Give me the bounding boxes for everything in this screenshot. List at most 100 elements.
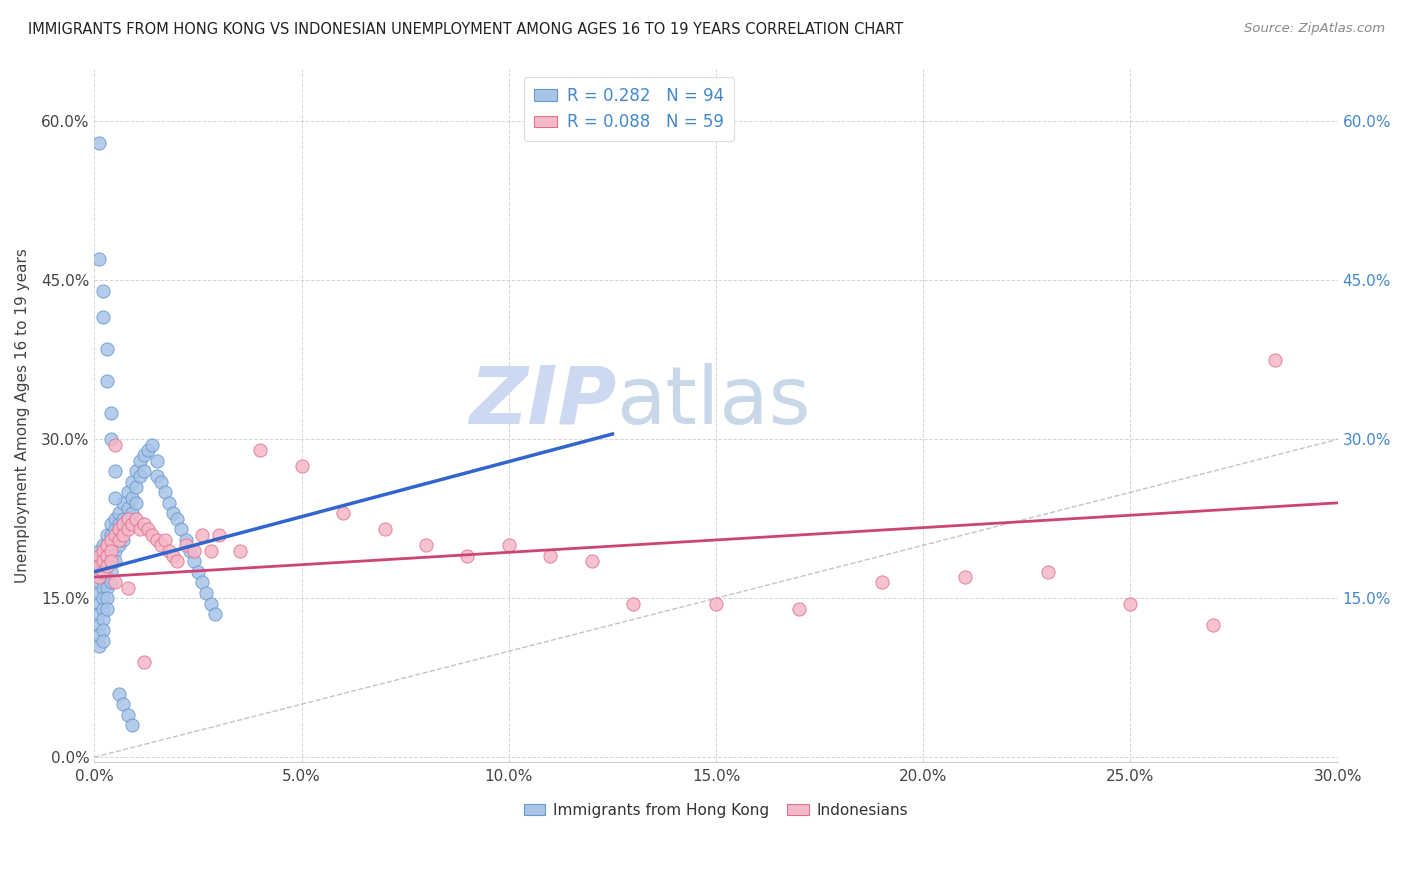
- Point: [96, 343, 118, 357]
- Point: [134, 464, 156, 478]
- Point: [157, 543, 180, 558]
- Point: [91, 612, 114, 626]
- Point: [149, 538, 172, 552]
- Point: [100, 565, 122, 579]
- Point: [195, 586, 218, 600]
- Point: [621, 597, 644, 611]
- Point: [104, 543, 127, 558]
- Point: [145, 469, 167, 483]
- Point: [112, 496, 135, 510]
- Point: [100, 533, 122, 547]
- Point: [166, 512, 188, 526]
- Point: [121, 718, 143, 732]
- Point: [953, 570, 976, 584]
- Point: [108, 533, 131, 547]
- Point: [581, 554, 603, 568]
- Point: [138, 442, 160, 457]
- Point: [87, 597, 110, 611]
- Point: [87, 559, 110, 574]
- Point: [183, 554, 205, 568]
- Point: [87, 575, 110, 590]
- Point: [108, 687, 131, 701]
- Point: [87, 570, 110, 584]
- Point: [787, 602, 810, 616]
- Point: [100, 543, 122, 558]
- Point: [104, 575, 127, 590]
- Point: [87, 607, 110, 621]
- Point: [117, 512, 139, 526]
- Point: [108, 507, 131, 521]
- Point: [96, 581, 118, 595]
- Y-axis label: Unemployment Among Ages 16 to 19 years: Unemployment Among Ages 16 to 19 years: [15, 248, 30, 582]
- Point: [166, 554, 188, 568]
- Point: [117, 501, 139, 516]
- Point: [121, 507, 143, 521]
- Point: [91, 565, 114, 579]
- Point: [87, 554, 110, 568]
- Text: ZIP: ZIP: [470, 363, 617, 441]
- Point: [100, 575, 122, 590]
- Point: [87, 639, 110, 653]
- Point: [112, 512, 135, 526]
- Point: [1264, 352, 1286, 367]
- Point: [149, 475, 172, 489]
- Point: [415, 538, 437, 552]
- Point: [125, 496, 148, 510]
- Point: [91, 602, 114, 616]
- Point: [112, 533, 135, 547]
- Point: [87, 586, 110, 600]
- Point: [141, 527, 163, 541]
- Point: [91, 310, 114, 325]
- Point: [162, 549, 184, 563]
- Point: [117, 581, 139, 595]
- Point: [104, 512, 127, 526]
- Point: [117, 512, 139, 526]
- Point: [96, 374, 118, 388]
- Legend: Immigrants from Hong Kong, Indonesians: Immigrants from Hong Kong, Indonesians: [517, 797, 914, 824]
- Point: [200, 597, 222, 611]
- Point: [374, 522, 396, 536]
- Text: IMMIGRANTS FROM HONG KONG VS INDONESIAN UNEMPLOYMENT AMONG AGES 16 TO 19 YEARS C: IMMIGRANTS FROM HONG KONG VS INDONESIAN …: [28, 22, 904, 37]
- Point: [87, 628, 110, 642]
- Point: [96, 527, 118, 541]
- Point: [91, 570, 114, 584]
- Point: [129, 453, 152, 467]
- Point: [204, 607, 226, 621]
- Point: [112, 527, 135, 541]
- Point: [117, 522, 139, 536]
- Point: [96, 549, 118, 563]
- Point: [96, 538, 118, 552]
- Point: [104, 554, 127, 568]
- Point: [138, 522, 160, 536]
- Point: [704, 597, 727, 611]
- Point: [108, 522, 131, 536]
- Text: atlas: atlas: [617, 363, 811, 441]
- Point: [134, 655, 156, 669]
- Point: [96, 570, 118, 584]
- Point: [456, 549, 478, 563]
- Point: [870, 575, 893, 590]
- Point: [174, 533, 197, 547]
- Point: [87, 543, 110, 558]
- Point: [125, 464, 148, 478]
- Point: [104, 437, 127, 451]
- Point: [87, 549, 110, 563]
- Point: [498, 538, 520, 552]
- Point: [87, 136, 110, 150]
- Point: [129, 522, 152, 536]
- Point: [96, 549, 118, 563]
- Point: [91, 633, 114, 648]
- Point: [108, 517, 131, 532]
- Point: [87, 565, 110, 579]
- Point: [1202, 617, 1225, 632]
- Point: [104, 533, 127, 547]
- Point: [117, 485, 139, 500]
- Point: [108, 538, 131, 552]
- Point: [538, 549, 561, 563]
- Point: [249, 442, 271, 457]
- Point: [134, 517, 156, 532]
- Point: [153, 485, 176, 500]
- Point: [91, 591, 114, 606]
- Point: [100, 406, 122, 420]
- Point: [87, 252, 110, 267]
